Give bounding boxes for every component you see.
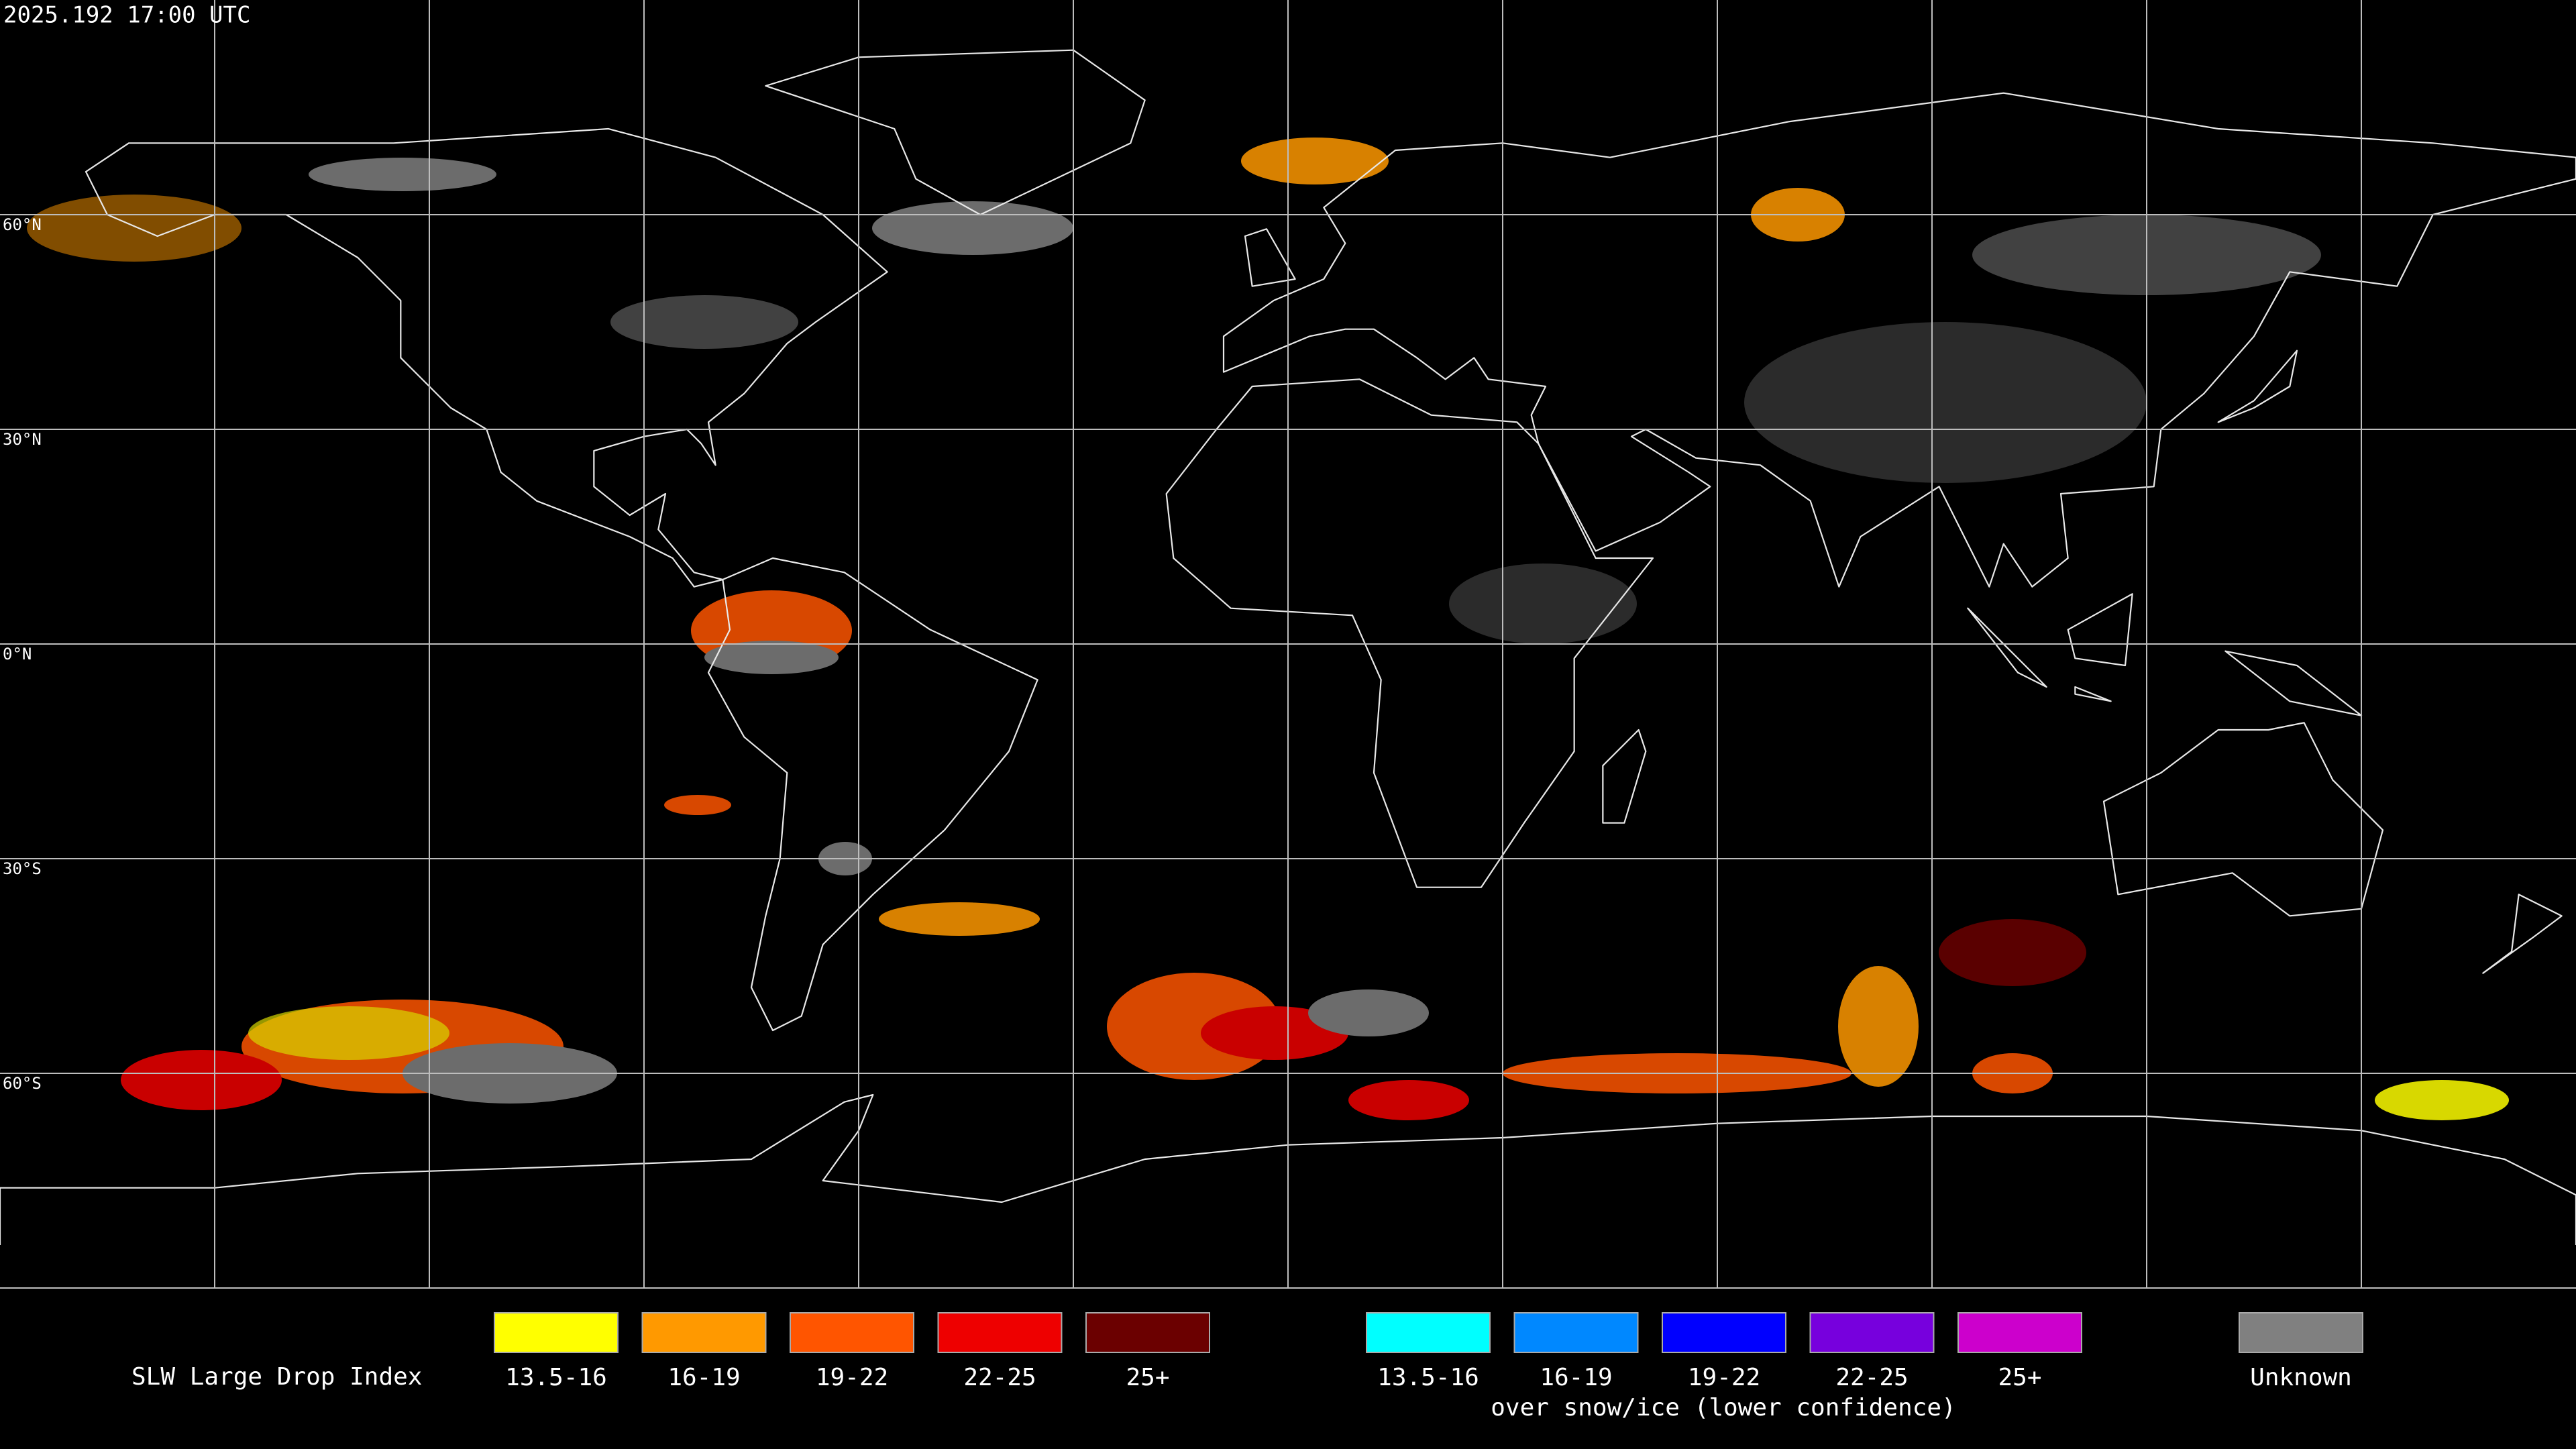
legend-label: 19-22 xyxy=(1688,1364,1760,1391)
legend-swatch xyxy=(1366,1312,1491,1353)
cloud-regions xyxy=(27,138,2509,1120)
latitude-label: 30°N xyxy=(3,430,42,449)
latitude-label: 30°S xyxy=(3,859,42,878)
latitude-label: 60°N xyxy=(3,215,42,234)
legend-swatch xyxy=(1662,1312,1786,1353)
legend-swatch xyxy=(494,1312,619,1353)
legend-label: 13.5-16 xyxy=(1377,1364,1479,1391)
legend-label: 19-22 xyxy=(816,1364,888,1391)
legend-swatch xyxy=(790,1312,914,1353)
legend-caption: over snow/ice (lower confidence) xyxy=(1491,1394,1956,1421)
legend-label: Unknown xyxy=(2250,1364,2352,1391)
legend-label: 13.5-16 xyxy=(505,1364,607,1391)
legend-swatch xyxy=(641,1312,767,1353)
graticule: 60°N 30°N 0°N 30°S 60°S xyxy=(0,0,2576,1289)
legend-label: 25+ xyxy=(1998,1364,2041,1391)
legend-swatch xyxy=(1957,1312,2082,1353)
timestamp: 2025.192 17:00 UTC xyxy=(3,2,250,29)
legend-label: 16-19 xyxy=(667,1364,740,1391)
legend-label: 22-25 xyxy=(963,1364,1036,1391)
legend-swatch xyxy=(937,1312,1063,1353)
legend-swatch xyxy=(1809,1312,1935,1353)
legend: SLW Large Drop Index over snow/ice (lowe… xyxy=(131,1312,2363,1421)
latitude-label: 0°N xyxy=(3,645,32,663)
legend-swatch xyxy=(1513,1312,1639,1353)
latitude-label: 60°S xyxy=(3,1074,42,1093)
legend-label: 16-19 xyxy=(1540,1364,1612,1391)
legend-title: SLW Large Drop Index xyxy=(131,1363,422,1391)
legend-swatch xyxy=(1085,1312,1210,1353)
legend-swatch xyxy=(2239,1312,2363,1353)
legend-label: 25+ xyxy=(1126,1364,1169,1391)
legend-label: 22-25 xyxy=(1835,1364,1908,1391)
